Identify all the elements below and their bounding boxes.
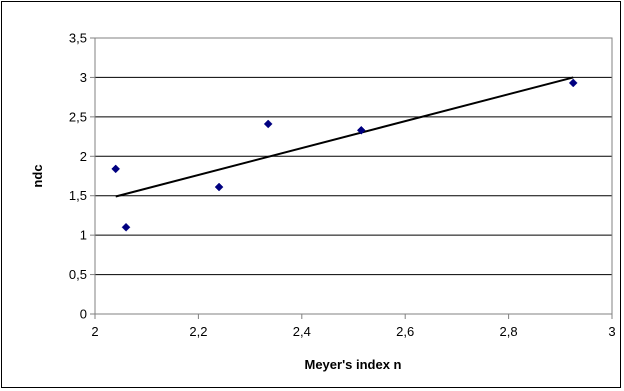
- y-tick-label: 1,5: [69, 188, 87, 203]
- y-tick-label: 0: [80, 307, 87, 322]
- x-tick-label: 2: [91, 324, 98, 339]
- data-point: [568, 78, 578, 88]
- gridlines: [95, 37, 612, 276]
- data-point: [263, 119, 273, 129]
- y-tick-label: 3: [80, 70, 87, 85]
- x-tick-label: 3: [608, 324, 615, 339]
- data-point: [111, 164, 121, 174]
- x-axis-title: Meyer's index n: [304, 357, 401, 372]
- x-tick-label: 2,6: [396, 324, 414, 339]
- x-tick-label: 2,4: [293, 324, 311, 339]
- data-point: [214, 182, 224, 192]
- trendline: [115, 76, 574, 198]
- trendline-layer: [115, 76, 574, 198]
- y-tick-label: 2,5: [69, 109, 87, 124]
- x-axis-ticks: 2 2,2 2,4 2,6 2,8 3: [91, 314, 616, 339]
- y-tick-label: 1: [80, 228, 87, 243]
- y-tick-label: 2: [80, 149, 87, 164]
- y-axis-ticks: 0 0,5 1 1,5 2 2,5 3 3,5: [69, 31, 95, 322]
- data-point: [356, 125, 366, 135]
- data-points: [111, 78, 578, 232]
- plot-area: [94, 37, 613, 315]
- x-tick-label: 2,2: [189, 324, 207, 339]
- y-axis-title: ndc: [30, 164, 45, 187]
- x-tick-label: 2,8: [500, 324, 518, 339]
- y-tick-label: 3,5: [69, 31, 87, 46]
- y-tick-label: 0,5: [69, 267, 87, 282]
- data-point: [121, 222, 131, 232]
